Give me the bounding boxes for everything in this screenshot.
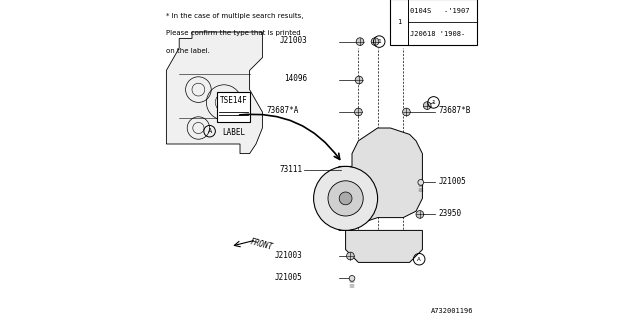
Polygon shape <box>346 230 422 262</box>
Text: 14096: 14096 <box>284 74 307 83</box>
Text: TSE14F: TSE14F <box>220 96 248 105</box>
Text: J21003: J21003 <box>275 251 302 260</box>
Text: A: A <box>207 128 212 134</box>
Text: A: A <box>417 257 421 262</box>
Polygon shape <box>333 128 422 230</box>
Text: J21003: J21003 <box>280 36 307 44</box>
Text: 73687*A: 73687*A <box>267 106 300 115</box>
Text: Please confirm the type that is printed: Please confirm the type that is printed <box>166 30 301 36</box>
Circle shape <box>403 108 410 116</box>
Text: 1: 1 <box>397 20 401 25</box>
Circle shape <box>355 76 363 84</box>
Text: 1: 1 <box>378 39 381 44</box>
Polygon shape <box>166 32 262 154</box>
Text: 1: 1 <box>432 100 435 105</box>
Text: A732001196: A732001196 <box>431 308 474 314</box>
Text: * In the case of multiple search results,: * In the case of multiple search results… <box>166 13 304 19</box>
Circle shape <box>339 192 352 205</box>
Text: J21005: J21005 <box>275 273 302 282</box>
Circle shape <box>416 211 424 218</box>
Text: FRONT: FRONT <box>250 237 275 252</box>
Text: on the label.: on the label. <box>166 48 211 54</box>
Circle shape <box>314 166 378 230</box>
Circle shape <box>424 102 431 109</box>
Text: J20618 '1908-: J20618 '1908- <box>410 31 465 36</box>
Text: 73687*B: 73687*B <box>438 106 471 115</box>
Text: 0104S   -'1907: 0104S -'1907 <box>410 8 469 14</box>
Circle shape <box>418 180 424 185</box>
FancyBboxPatch shape <box>390 0 477 45</box>
FancyBboxPatch shape <box>160 0 480 320</box>
Circle shape <box>355 108 362 116</box>
Text: 73111: 73111 <box>279 165 302 174</box>
Circle shape <box>347 252 355 260</box>
Text: LABEL: LABEL <box>222 128 245 137</box>
Circle shape <box>371 38 379 45</box>
Text: J21005: J21005 <box>438 177 466 186</box>
Circle shape <box>328 181 364 216</box>
Text: 23950: 23950 <box>438 209 461 218</box>
Circle shape <box>356 38 364 45</box>
FancyBboxPatch shape <box>217 92 250 122</box>
Circle shape <box>349 276 355 281</box>
